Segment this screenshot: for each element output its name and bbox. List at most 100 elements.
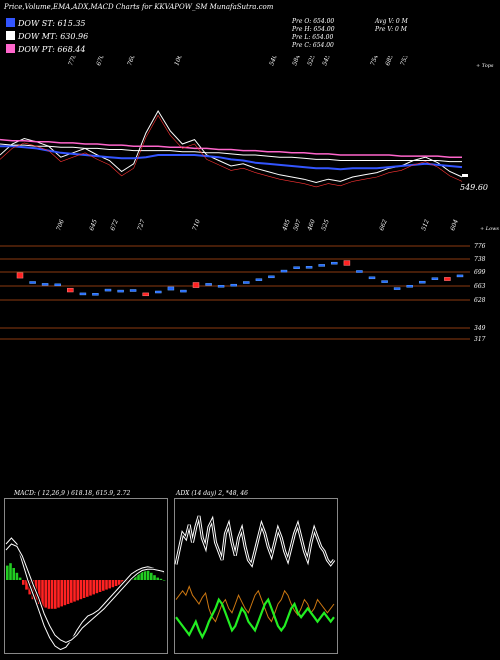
legend-swatch-mt xyxy=(6,31,15,40)
adx-lines xyxy=(174,515,336,640)
adx-line xyxy=(175,584,335,623)
bullish-candle xyxy=(393,287,401,290)
legend-label-mt: DOW MT: 630.96 xyxy=(18,32,89,41)
last-price-marker xyxy=(462,174,468,177)
legend-label-st: DOW ST: 615.35 xyxy=(18,19,86,28)
bullish-candle xyxy=(180,289,187,293)
low-value-label: 706 xyxy=(55,218,66,231)
stat-pre-volume: Pre V: 0 M xyxy=(375,26,407,33)
ema-red-line xyxy=(0,114,463,188)
bullish-candle xyxy=(167,286,175,291)
bullish-candle xyxy=(79,292,87,296)
bullish-candle xyxy=(356,270,363,273)
macd-histogram-bar xyxy=(70,580,73,603)
macd-histogram-bar xyxy=(44,580,47,608)
bullish-candle xyxy=(129,289,137,292)
legend-label-pt: DOW PT: 668.44 xyxy=(18,45,86,54)
macd-histogram-bar xyxy=(98,580,102,592)
top-value-label: 540 xyxy=(268,56,279,67)
macd-histogram-bar xyxy=(41,580,44,607)
legend-swatch-pt xyxy=(6,44,15,53)
macd-histogram-bar xyxy=(102,580,105,591)
macd-histogram-bar xyxy=(22,580,25,585)
legend-swatch-st xyxy=(6,18,15,27)
macd-histogram-bar xyxy=(95,580,99,594)
lows-label: + Lows xyxy=(480,226,499,232)
bullish-candle xyxy=(381,280,388,283)
bearish-candle xyxy=(16,272,24,279)
top-value-label: 670 xyxy=(95,56,106,67)
bullish-candle xyxy=(155,290,162,294)
macd-histogram-bar xyxy=(66,580,70,604)
low-value-label: 507 xyxy=(292,218,303,231)
low-value-label: 604 xyxy=(449,218,460,231)
bullish-candle xyxy=(268,275,275,279)
level-label: 699 xyxy=(474,269,486,276)
macd-title: MACD: ( 12,26,9 ) 618.18, 615.9, 2.72 xyxy=(14,490,131,497)
macd-line xyxy=(5,543,165,643)
stat-pre-close: Pre C: 654.00 xyxy=(292,42,334,49)
bullish-candle xyxy=(29,281,36,284)
bullish-candle xyxy=(217,285,225,288)
macd-histogram-bar xyxy=(50,580,54,609)
macd-histogram-bar xyxy=(150,572,153,580)
macd-histogram-bar xyxy=(137,574,140,580)
stat-avg-volume: Avg V: 0 M xyxy=(375,18,408,25)
macd-histogram-bar xyxy=(111,580,115,588)
tops-label: + Tops xyxy=(476,63,494,69)
macd-histogram-bar xyxy=(162,580,166,581)
macd-histogram-bar xyxy=(63,580,67,606)
bearish-candle xyxy=(343,260,351,266)
legend-dow-st: DOW ST: 615.35 xyxy=(6,18,86,28)
low-value-label: 672 xyxy=(109,218,120,231)
macd-histogram-bar xyxy=(89,580,92,596)
top-value-label: 584 xyxy=(291,56,302,67)
macd-histogram-bar xyxy=(153,575,156,580)
bullish-candle xyxy=(41,283,49,286)
macd-histogram-bar xyxy=(114,580,118,586)
bullish-candle xyxy=(318,264,325,267)
low-value-label: 512 xyxy=(420,218,431,231)
top-value-label: 778 xyxy=(67,56,78,67)
macd-histogram-bar xyxy=(82,580,86,598)
level-label: 663 xyxy=(474,283,486,290)
level-label: 776 xyxy=(474,243,486,250)
bearish-candle xyxy=(192,282,200,288)
macd-histogram-bar xyxy=(159,578,163,580)
macd-histogram-bar xyxy=(118,580,121,585)
bullish-candle xyxy=(255,278,263,281)
macd-histogram-bar xyxy=(12,568,15,580)
stat-pre-low: Pre L: 654.00 xyxy=(292,34,334,41)
bullish-candle xyxy=(243,281,250,284)
candles xyxy=(16,260,464,297)
page-title: Price,Volume,EMA,ADX,MACD Charts for KKV… xyxy=(4,3,274,11)
bullish-candle xyxy=(456,274,464,278)
ema-series-line xyxy=(0,110,463,184)
ema-series-line xyxy=(0,138,462,158)
macd-histogram-bar xyxy=(105,580,108,590)
low-value-label: 710 xyxy=(191,218,202,231)
macd-histogram-bar xyxy=(38,580,41,604)
ema-series-line xyxy=(0,143,462,163)
top-value-label: 685 xyxy=(384,56,395,67)
macd-histogram-bar xyxy=(108,580,111,589)
macd-histogram-bar xyxy=(57,580,60,608)
bullish-candle xyxy=(92,293,99,296)
adx-panel xyxy=(174,498,338,654)
low-value-label: 525 xyxy=(320,218,331,231)
bullish-candle xyxy=(205,283,212,286)
adx-line xyxy=(175,515,335,566)
bullish-candle xyxy=(431,277,439,280)
adx-title: ADX (14 day) 2, *48, 46 xyxy=(176,490,248,497)
macd-histogram-bar xyxy=(140,571,143,580)
ema-series-line xyxy=(0,145,463,171)
legend-dow-pt: DOW PT: 668.44 xyxy=(6,44,85,54)
macd-histogram-bar xyxy=(9,563,12,580)
level-label: 349 xyxy=(474,325,486,332)
legend-dow-mt: DOW MT: 630.96 xyxy=(6,31,88,41)
bullish-candle xyxy=(293,266,300,269)
top-value-label: 753 xyxy=(399,56,410,67)
macd-histogram-bar xyxy=(86,580,89,597)
bullish-candle xyxy=(368,276,376,280)
low-value-label: 645 xyxy=(88,218,99,231)
